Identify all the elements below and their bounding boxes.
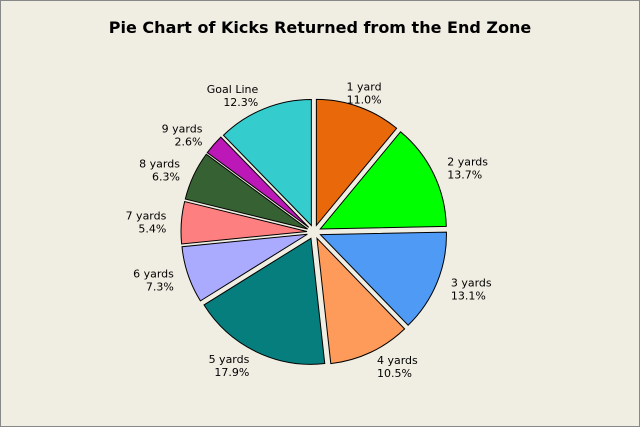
slice-percent: 13.7% — [447, 169, 482, 182]
slice-category: 5 yards — [209, 353, 250, 366]
slice-category: 3 yards — [451, 276, 492, 289]
slice-label-8-yards: 8 yards 6.3% — [139, 157, 180, 183]
slice-label-3-yards: 3 yards 13.1% — [451, 276, 492, 302]
pie-slice-6-yards — [181, 233, 308, 302]
slice-percent: 17.9% — [214, 366, 249, 379]
slice-label-goal-line: Goal Line 12.3% — [207, 83, 259, 109]
slice-percent: 2.6% — [175, 136, 203, 149]
slice-percent: 7.3% — [146, 281, 174, 294]
pie-slice-7-yards — [180, 200, 308, 245]
slice-label-2-yards: 2 yards 13.7% — [447, 156, 488, 182]
slice-percent: 11.0% — [347, 94, 382, 107]
slice-percent: 13.1% — [451, 289, 486, 302]
slice-category: 4 yards — [377, 354, 418, 367]
slice-label-4-yards: 4 yards 10.5% — [377, 354, 418, 380]
slice-label-1-yard: 1 yard 11.0% — [347, 81, 382, 107]
slice-label-7-yards: 7 yards 5.4% — [126, 210, 167, 236]
pie-slice-2-yards — [319, 131, 447, 230]
slice-percent: 12.3% — [223, 96, 258, 109]
pie-slice-9-yards — [206, 136, 310, 228]
chart-title: Pie Chart of Kicks Returned from the End… — [108, 18, 532, 37]
pie-slice-4-yards — [316, 236, 406, 365]
slice-label-6-yards: 6 yards 7.3% — [133, 268, 174, 294]
slice-category: 7 yards — [126, 210, 167, 223]
slice-category: 8 yards — [139, 157, 180, 170]
slice-category: 6 yards — [133, 268, 174, 281]
slice-category: 1 yard — [347, 81, 382, 94]
slice-percent: 5.4% — [138, 223, 166, 236]
slice-category: 9 yards — [162, 123, 203, 136]
pie-slice-5-yards — [203, 237, 326, 365]
pie-slice-1-yard — [315, 98, 398, 227]
pie-slice-3-yards — [319, 231, 447, 326]
slice-label-5-yards: 5 yards 17.9% — [209, 353, 250, 379]
slice-category: Goal Line — [207, 83, 259, 96]
slice-percent: 6.3% — [152, 170, 180, 183]
slice-category: 2 yards — [447, 156, 488, 169]
pie-slice-goal-line — [222, 99, 312, 227]
slice-label-9-yards: 9 yards 2.6% — [162, 123, 203, 149]
pie-slice-8-yards — [184, 153, 308, 230]
slice-percent: 10.5% — [377, 367, 412, 380]
